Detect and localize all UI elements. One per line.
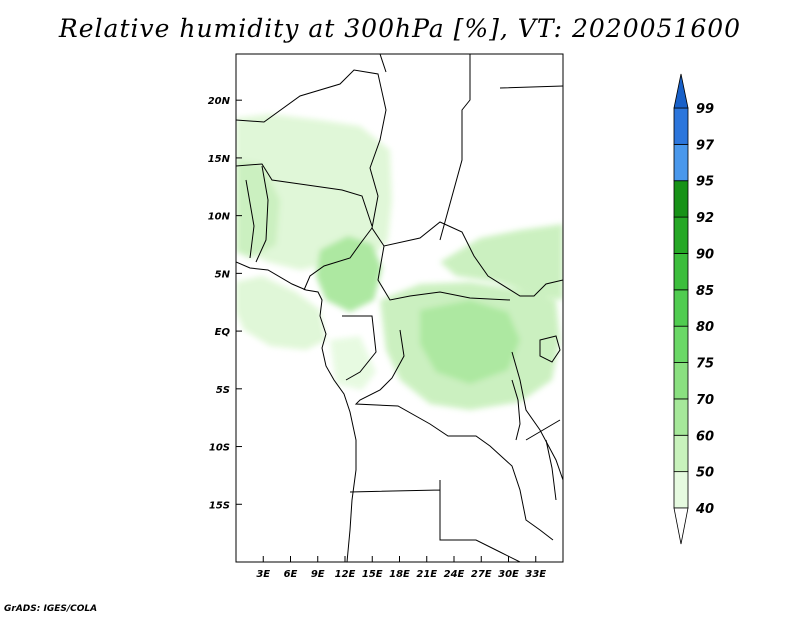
colorbar-band [673, 216, 689, 254]
lake-victoria [539, 335, 561, 363]
colorbar-top-triangle [673, 73, 689, 109]
lon-tick-label: 12E [335, 569, 356, 580]
humidity-area-south [330, 336, 376, 390]
lat-tick-label: 20N [208, 96, 231, 107]
country-borders [236, 54, 563, 562]
colorbar-level-label: 99 [696, 102, 714, 117]
colorbar-band [673, 180, 689, 218]
lon-tick-label: 15E [362, 569, 383, 580]
colorbar-band [673, 289, 689, 327]
colorbar-band [673, 362, 689, 400]
colorbar-level-label: 75 [696, 357, 714, 372]
humidity-area-east [440, 224, 563, 300]
colorbar-level-label: 95 [696, 175, 714, 190]
lon-tick-label: 33E [525, 569, 546, 580]
lon-tick-label: 24E [444, 569, 465, 580]
colorbar-level-label: 90 [696, 247, 714, 262]
humidity-area-gulf [236, 276, 326, 350]
colorbar-level-label: 70 [696, 393, 714, 408]
lon-tick-label: 6E [284, 569, 298, 580]
coastline-west-africa [236, 261, 357, 562]
border-lines [236, 54, 563, 562]
lon-tick-label: 27E [471, 569, 492, 580]
chart-title: Relative humidity at 300hPa [%], VT: 202… [58, 14, 742, 43]
latitude-axis: 20N 15N 10N 5N EQ 5S 10S 15S [208, 96, 242, 511]
lon-tick-label: 3E [256, 569, 270, 580]
lat-tick-label: 10N [208, 212, 231, 223]
lon-tick-label: 30E [498, 569, 519, 580]
lat-tick-label: 15S [209, 500, 230, 511]
lat-tick-label: EQ [215, 327, 231, 338]
lon-tick-label: 18E [389, 569, 410, 580]
lat-tick-label: 5N [215, 269, 231, 280]
colorbar-band [673, 325, 689, 363]
colorbar-level-label: 60 [696, 429, 714, 444]
lon-tick-label: 9E [311, 569, 325, 580]
lon-tick-label: 21E [416, 569, 437, 580]
colorbar-level-label: 40 [695, 502, 714, 517]
humidity-area-congo-core [420, 300, 520, 384]
colorbar-level-label: 85 [696, 284, 714, 299]
colorbar-band [673, 471, 689, 509]
colorbar-band [673, 107, 689, 145]
colorbar-level-label: 80 [696, 320, 714, 335]
humidity-area-cameroon [316, 236, 382, 312]
colorbar-band [673, 253, 689, 291]
lat-tick-label: 15N [208, 154, 231, 165]
colorbar-band [673, 143, 689, 182]
longitude-axis: 3E 6E 9E 12E 15E 18E 21E 24E 27E 30E 33E [256, 556, 546, 580]
colorbar-level-label: 50 [696, 466, 714, 481]
grads-credit: GrADS: IGES/COLA [4, 604, 98, 614]
lake-tanganyika [511, 379, 521, 441]
colorbar-level-label: 97 [696, 138, 715, 153]
colorbar-band [673, 398, 689, 436]
lake-malawi [545, 439, 557, 501]
humidity-shading [236, 114, 563, 410]
lat-tick-label: 5S [216, 385, 230, 396]
colorbar-level-label: 92 [696, 211, 714, 226]
colorbar-bottom-triangle [673, 507, 689, 545]
colorbar-band [673, 434, 689, 473]
lat-tick-label: 10S [209, 443, 230, 454]
colorbar: 40 50 60 70 75 80 85 90 92 95 97 99 [673, 73, 715, 545]
